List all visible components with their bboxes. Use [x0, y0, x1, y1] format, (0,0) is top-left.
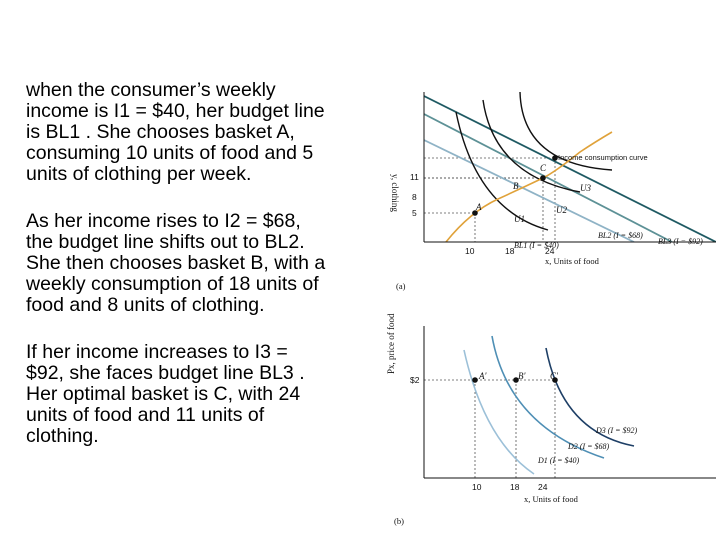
paragraph-line: clothing.	[26, 425, 99, 447]
point-a	[472, 210, 478, 216]
x-axis-label-a: x, Units of food	[545, 256, 600, 266]
label-c: C	[540, 163, 547, 173]
icc-label: Income consumption curve	[558, 153, 648, 162]
y-axis-label-b: Px, price of food	[386, 313, 396, 374]
panel-a: y, clothing 11 8 5 10 18 24 x, Units of …	[390, 92, 716, 291]
budget-line-bl3	[424, 95, 716, 242]
demand-curve-d2	[491, 335, 605, 459]
point-c	[552, 155, 558, 161]
point-a-prime	[472, 377, 478, 383]
label-u3: U3	[580, 183, 591, 193]
point-b	[540, 175, 546, 181]
x-tick-24-a: 24	[545, 246, 555, 256]
x-tick-18-b: 18	[510, 482, 520, 492]
y-tick-price: $2	[410, 375, 420, 385]
label-bl2: BL2 (I = $68)	[598, 231, 643, 240]
explanation-text: when the consumer’s weekly income is I1 =…	[26, 80, 388, 473]
budget-line-bl1	[424, 139, 635, 242]
paragraph-income-92: If her income increases to I3 = $92, she …	[26, 342, 388, 447]
indifference-curve-u3	[519, 92, 613, 171]
budget-line-bl2	[424, 113, 673, 242]
label-bl1: BL1 (I = $40)	[514, 241, 559, 250]
paragraph-line: weekly consumption of 18 units of	[26, 273, 319, 295]
paragraph-line: food and 8 units of clothing.	[26, 294, 265, 316]
y-tick-11: 11	[410, 172, 419, 182]
label-b-prime: B'	[518, 371, 526, 381]
y-tick-5: 5	[412, 208, 417, 218]
x-tick-10-b: 10	[472, 482, 482, 492]
label-a: A	[475, 202, 482, 212]
x-axis-label-b: x, Units of food	[524, 494, 579, 504]
label-d3: D3 (I = $92)	[595, 426, 638, 435]
y-tick-8: 8	[412, 192, 417, 202]
paragraph-line: is BL1 . She chooses basket A,	[26, 121, 295, 143]
paragraph-line: the budget line shifts out to BL2.	[26, 231, 305, 253]
panel-label-a: (a)	[396, 281, 406, 291]
paragraph-income-40: when the consumer’s weekly income is I1 =…	[26, 80, 388, 185]
label-bl3: BL3 (I = $92)	[658, 237, 703, 246]
income-consumption-figure: y, clothing 11 8 5 10 18 24 x, Units of …	[386, 92, 716, 526]
paragraph-line: $92, she faces budget line BL3 .	[26, 362, 305, 384]
paragraph-income-68: As her income rises to I2 = $68, the budg…	[26, 211, 388, 316]
paragraph-line: If her income increases to I3 =	[26, 341, 288, 363]
paragraph-line: income is I1 = $40, her budget line	[26, 100, 325, 122]
x-tick-10-a: 10	[465, 246, 475, 256]
x-tick-18-a: 18	[505, 246, 515, 256]
paragraph-line: She then chooses basket B, with a	[26, 252, 326, 274]
point-c-prime	[552, 377, 558, 383]
panel-b: Px, price of food $2 10 18 24 x, Units o…	[386, 313, 716, 526]
label-d2: D2 (I = $68)	[567, 442, 610, 451]
point-b-prime	[513, 377, 519, 383]
demand-curve-d3	[545, 347, 635, 447]
y-axis-label-a: y, clothing	[390, 174, 400, 212]
paragraph-line: Her optimal basket is C, with 24	[26, 383, 301, 405]
paragraph-line: consuming 10 units of food and 5	[26, 142, 314, 164]
paragraph-line: units of clothing per week.	[26, 163, 252, 185]
label-d1: D1 (I = $40)	[537, 456, 580, 465]
demand-curve-d1	[463, 349, 535, 475]
panel-label-b: (b)	[394, 516, 404, 526]
label-u1: U1	[514, 214, 525, 224]
label-u2: U2	[556, 205, 567, 215]
paragraph-line: As her income rises to I2 = $68,	[26, 210, 301, 232]
label-b: B	[513, 181, 519, 191]
indifference-curve-u1	[455, 111, 549, 231]
label-c-prime: C'	[550, 371, 559, 381]
paragraph-line: when the consumer’s weekly	[26, 79, 276, 101]
x-tick-24-b: 24	[538, 482, 548, 492]
label-a-prime: A'	[478, 371, 487, 381]
indifference-curve-u2	[482, 99, 581, 193]
paragraph-line: units of food and 11 units of	[26, 404, 265, 426]
